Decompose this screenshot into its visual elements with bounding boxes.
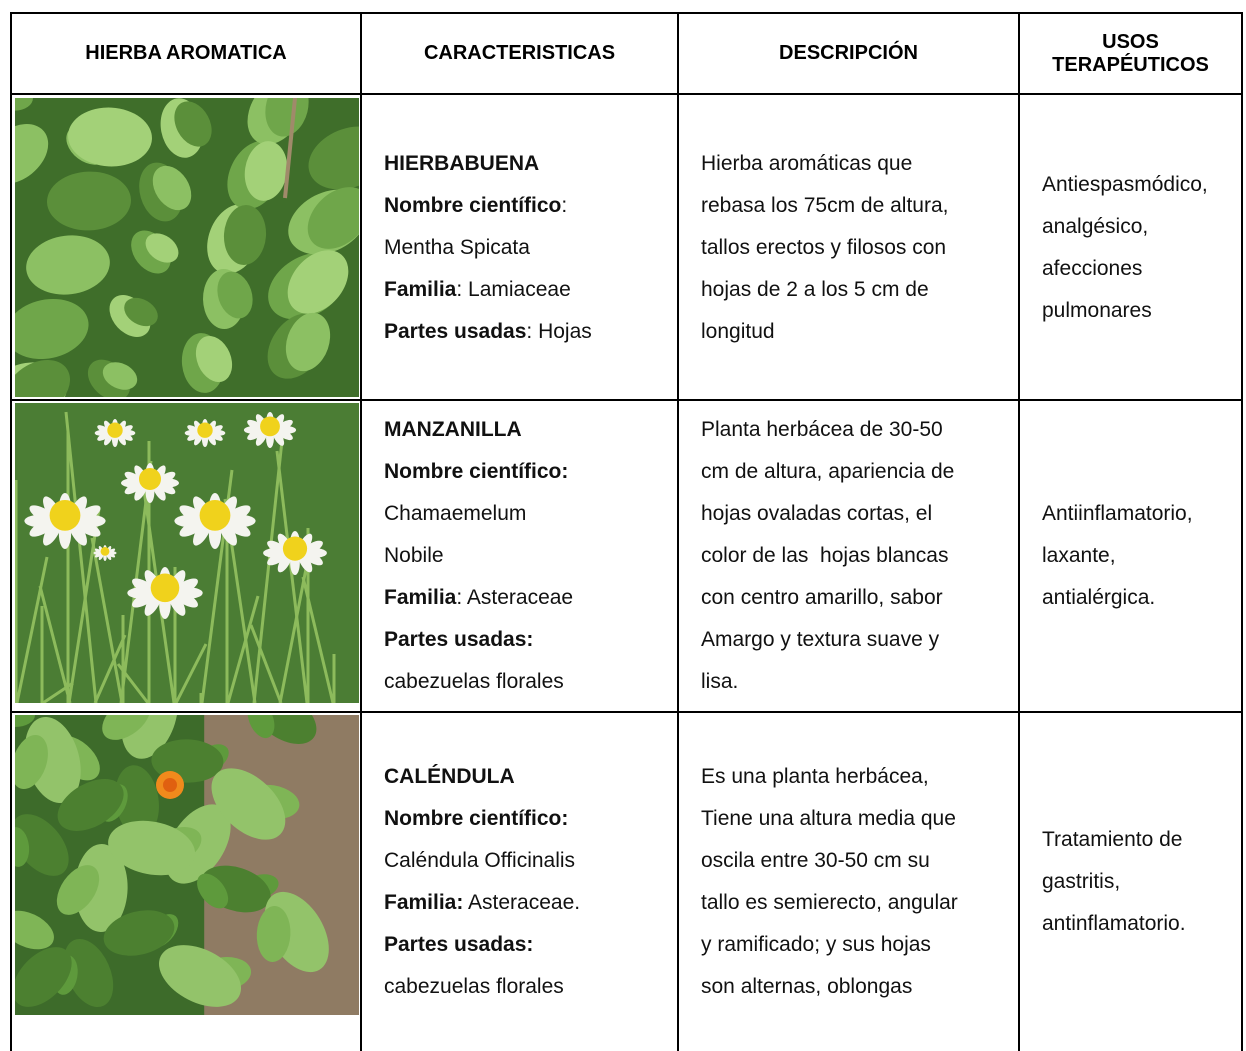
label-text: cabezuelas florales <box>384 974 564 998</box>
uses-line: Antiinflamatorio, <box>1042 502 1193 525</box>
characteristics-cell: CALÉNDULA Nombre científico: Caléndula Off… <box>360 712 677 1051</box>
description-cell: Es una planta herbácea, Tiene una altura … <box>677 712 1018 1051</box>
characteristic-line: cabezuelas florales <box>384 661 677 703</box>
uses-line: afecciones <box>1042 256 1143 280</box>
label-text: cabezuelas florales <box>384 670 564 693</box>
characteristic-line: Caléndula Officinalis <box>384 840 677 882</box>
label-bold: HIERBABUENA <box>384 151 540 175</box>
characteristic-line: Familia: Asteraceae. <box>384 882 677 924</box>
label-bold: Familia <box>384 586 457 609</box>
description-line: tallos erectos y filosos con <box>701 235 947 259</box>
characteristic-line: Partes usadas: <box>384 619 677 661</box>
uses-line: Antiespasmódico, <box>1042 172 1208 196</box>
description-line: y ramificado; y sus hojas <box>701 932 931 956</box>
characteristic-line: Mentha Spicata <box>384 227 677 269</box>
plant-photo <box>15 403 359 703</box>
uses-cell: Antiespasmódico, analgésico, afecciones pul… <box>1018 95 1243 400</box>
label-text: Mentha Spicata <box>384 235 530 259</box>
uses-line: pulmonares <box>1042 298 1152 322</box>
label-bold: Nombre científico: <box>384 460 569 483</box>
characteristic-line: Familia: Lamiaceae <box>384 269 677 311</box>
header-text: CARACTERISTICAS <box>423 42 616 64</box>
characteristic-line: cabezuelas florales <box>384 966 677 1008</box>
characteristics-cell: HIERBABUENA Nombre científico: Mentha Spic… <box>360 95 677 400</box>
label-text: Nobile <box>384 544 444 567</box>
description-line: Tiene una altura media que <box>701 806 956 830</box>
description-cell: Planta herbácea de 30-50 cm de altura, ap… <box>677 400 1018 712</box>
header-text: HIERBA AROMATICA <box>85 42 287 64</box>
image-cell <box>10 712 360 1051</box>
plant-photo <box>15 715 359 1015</box>
header-text: USOS TERAPÉUTICOS <box>1052 30 1209 76</box>
header-cell: CARACTERISTICAS <box>360 12 677 95</box>
description-line: color de las hojas blancas <box>701 544 949 567</box>
label-bold: Familia: <box>384 890 464 914</box>
description-line: rebasa los 75cm de altura, <box>701 193 949 217</box>
description-line: lisa. <box>701 670 739 693</box>
characteristic-line: Nobile <box>384 535 677 577</box>
description-line: Hierba aromáticas que <box>701 151 913 175</box>
label-bold: CALÉNDULA <box>384 764 515 788</box>
characteristics-cell: MANZANILLA Nombre científico: Chamaemelum N… <box>360 400 677 712</box>
label-bold: MANZANILLA <box>384 418 522 441</box>
description-line: cm de altura, apariencia de <box>701 460 955 483</box>
description-line: Amargo y textura suave y <box>701 628 940 651</box>
header-cell: USOS TERAPÉUTICOS <box>1018 12 1243 95</box>
label-text: Asteraceae. <box>463 890 581 914</box>
description-line: Planta herbácea de 30-50 <box>701 418 943 441</box>
uses-line: antinflamatorio. <box>1042 911 1186 935</box>
uses-line: antialérgica. <box>1042 586 1156 609</box>
description-line: hojas ovaladas cortas, el <box>701 502 933 525</box>
characteristic-line: HIERBABUENA <box>384 143 677 185</box>
image-cell <box>10 95 360 400</box>
label-text: Caléndula Officinalis <box>384 848 576 872</box>
label-text: : <box>561 193 568 217</box>
uses-line: analgésico, <box>1042 214 1149 238</box>
label-text: : Lamiaceae <box>456 277 571 301</box>
label-bold: Familia <box>384 277 457 301</box>
uses-line: gastritis, <box>1042 869 1121 893</box>
label-bold: Partes usadas: <box>384 628 534 651</box>
header-cell: HIERBA AROMATICA <box>10 12 360 95</box>
description-line: Es una planta herbácea, <box>701 764 929 788</box>
label-text: : Hojas <box>526 319 592 343</box>
label-bold: Partes usadas <box>384 319 527 343</box>
characteristic-line: Familia: Asteraceae <box>384 577 677 619</box>
label-bold: Nombre científico: <box>384 806 569 830</box>
uses-line: laxante, <box>1042 544 1116 567</box>
row-border <box>10 399 1243 401</box>
label-bold: Partes usadas: <box>384 932 534 956</box>
characteristic-line: Nombre científico: <box>384 451 677 493</box>
description-line: longitud <box>701 319 775 343</box>
characteristic-line: Partes usadas: Hojas <box>384 311 677 353</box>
image-cell <box>10 400 360 712</box>
label-text: : Asteraceae <box>456 586 574 609</box>
plant-photo <box>15 98 359 397</box>
description-line: tallo es semierecto, angular <box>701 890 958 914</box>
label-bold: Nombre científico <box>384 193 562 217</box>
label-text: Chamaemelum <box>384 502 527 525</box>
characteristic-line: MANZANILLA <box>384 409 677 451</box>
uses-cell: Tratamiento de gastritis, antinflamatorio. <box>1018 712 1243 1051</box>
description-line: hojas de 2 a los 5 cm de <box>701 277 929 301</box>
characteristic-line: Nombre científico: <box>384 185 677 227</box>
characteristic-line: Partes usadas: <box>384 924 677 966</box>
uses-line: Tratamiento de <box>1042 827 1183 851</box>
header-cell: DESCRIPCIÓN <box>677 12 1018 95</box>
description-line: con centro amarillo, sabor <box>701 586 943 609</box>
header-text: DESCRIPCIÓN <box>779 42 918 64</box>
description-line: son alternas, oblongas <box>701 974 913 998</box>
characteristic-line: Nombre científico: <box>384 798 677 840</box>
description-line: oscila entre 30-50 cm su <box>701 848 930 872</box>
characteristic-line: Chamaemelum <box>384 493 677 535</box>
uses-cell: Antiinflamatorio, laxante, antialérgica. <box>1018 400 1243 712</box>
description-cell: Hierba aromáticas que rebasa los 75cm de … <box>677 95 1018 400</box>
row-border <box>10 711 1243 713</box>
characteristic-line: CALÉNDULA <box>384 756 677 798</box>
